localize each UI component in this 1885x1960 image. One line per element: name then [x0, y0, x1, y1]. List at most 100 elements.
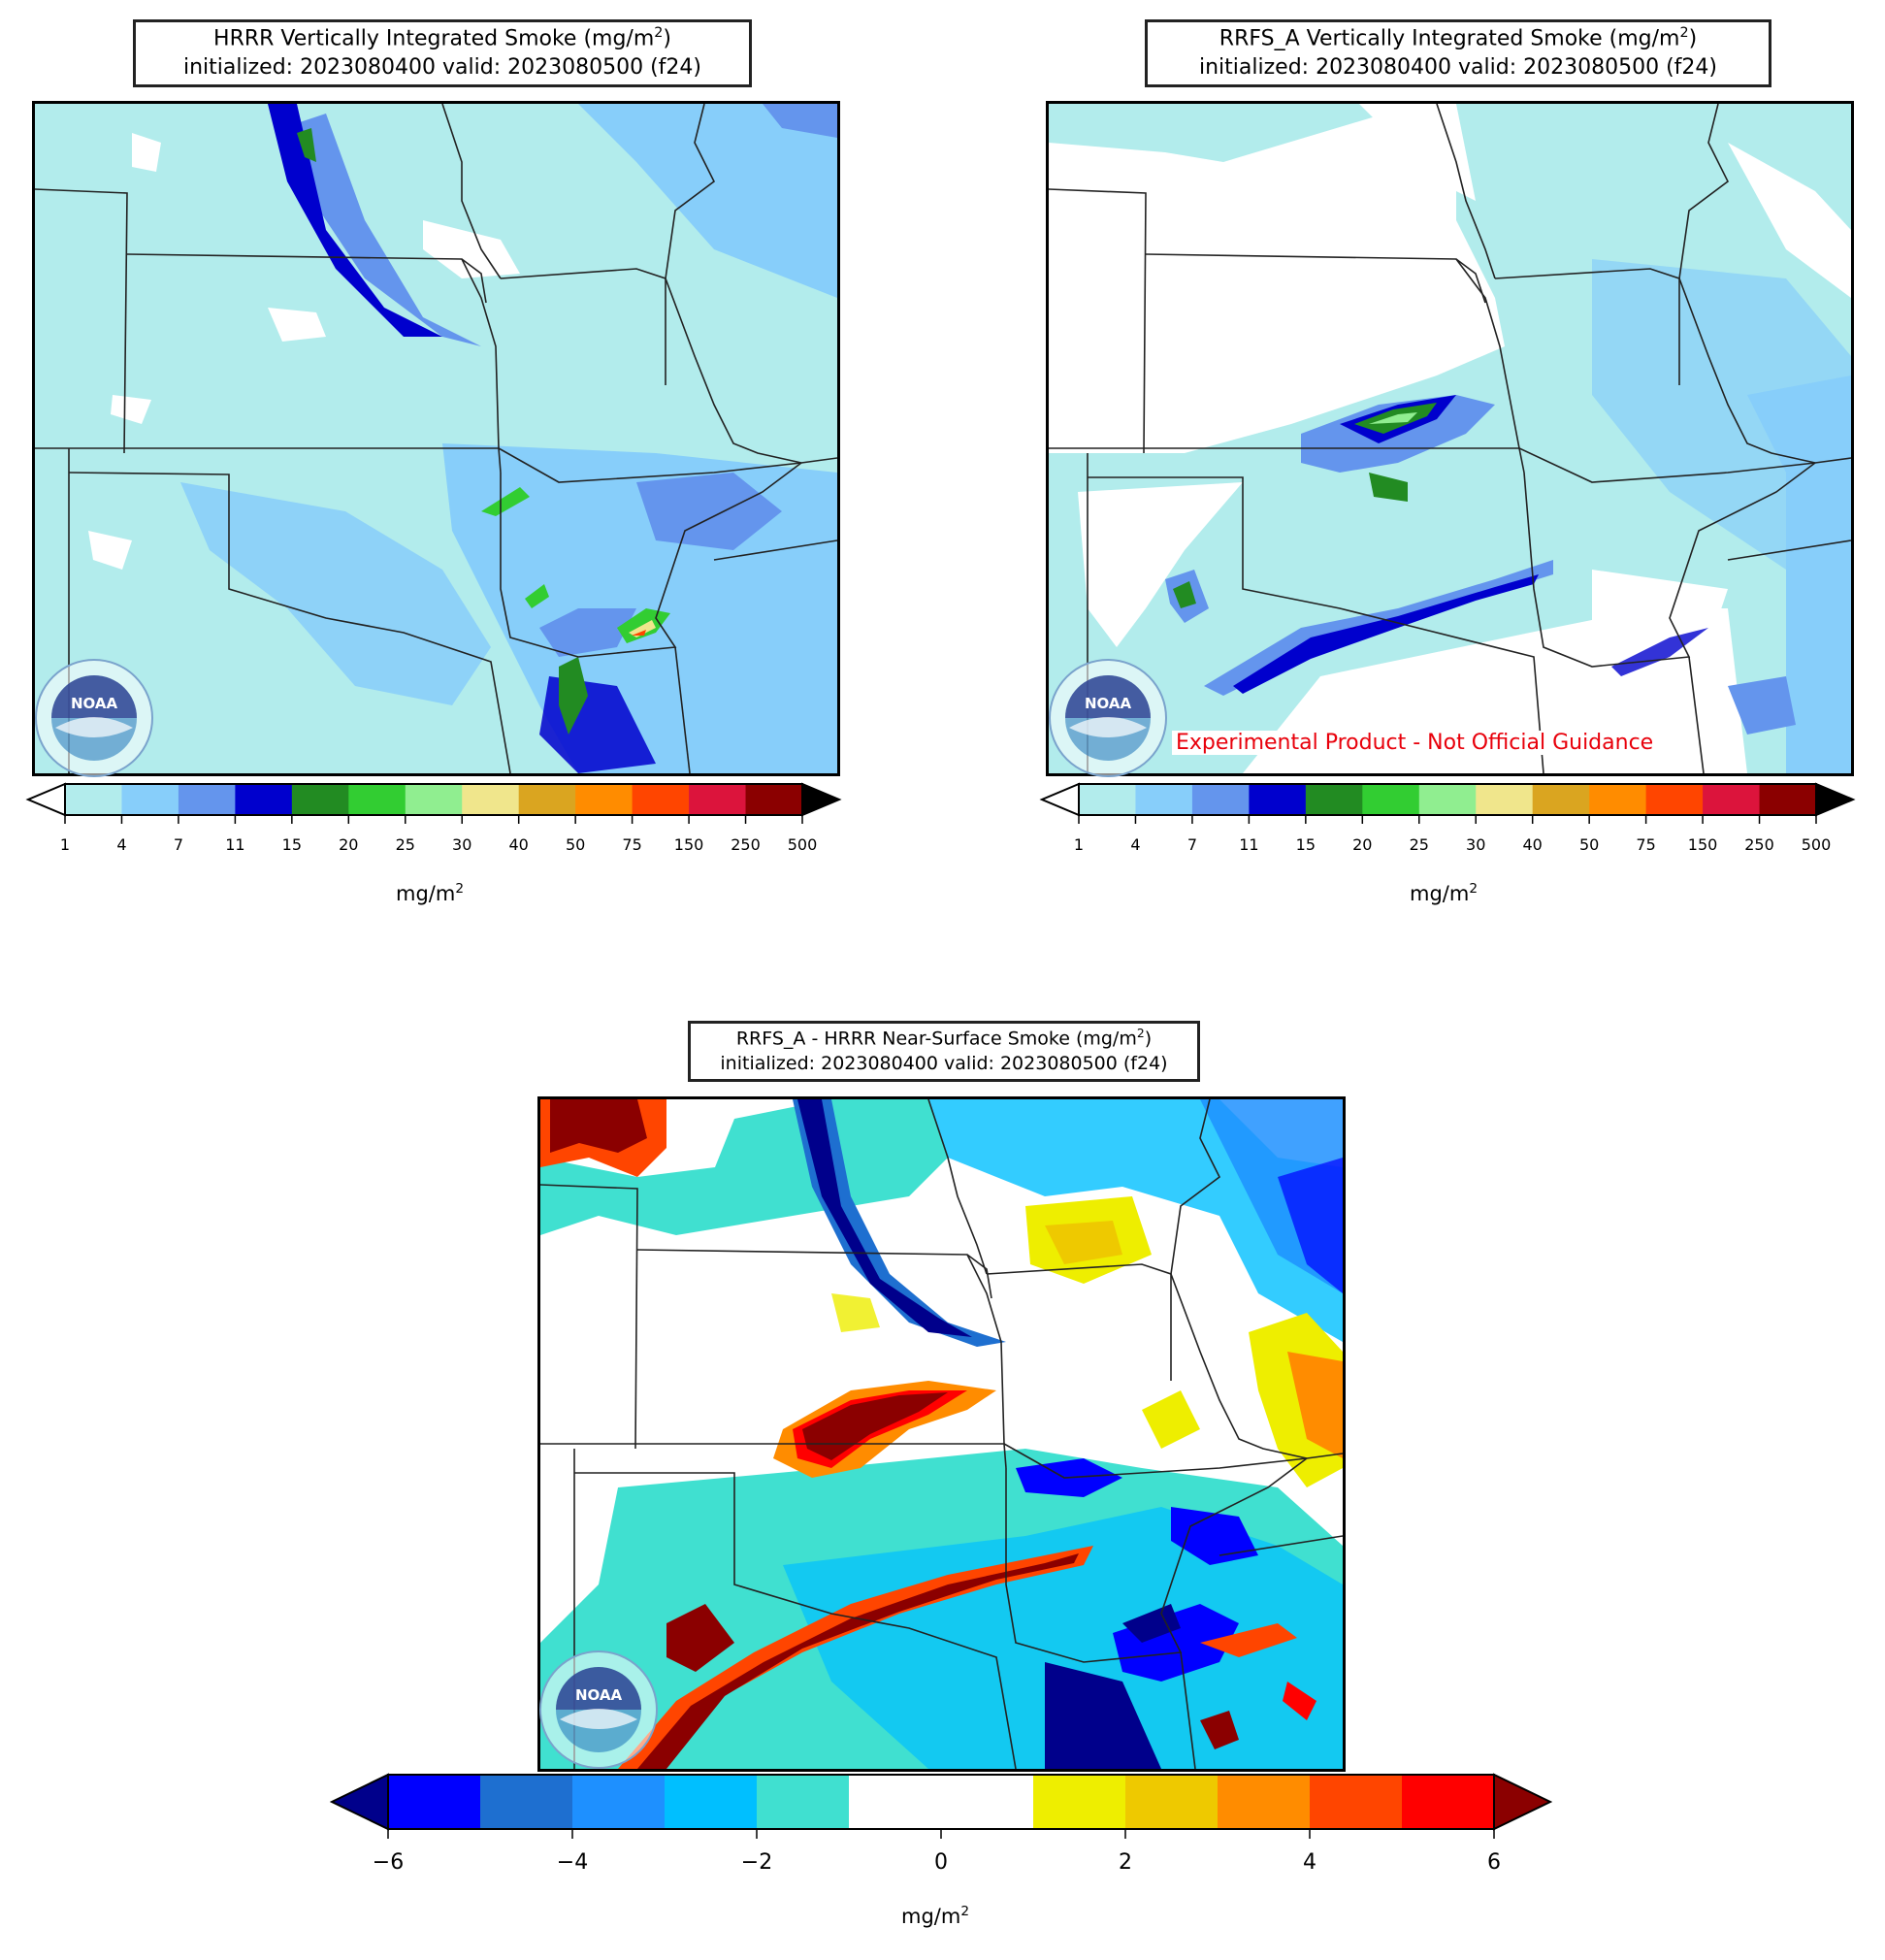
- colorbar-tick-label: 4: [116, 835, 126, 854]
- colorbar-segment: [405, 784, 463, 815]
- noaa-emblem-icon: NOAA: [1049, 659, 1167, 777]
- colorbar-segment: [572, 1775, 666, 1829]
- colorbar-tick-label: 150: [1688, 835, 1718, 854]
- colorbar-segment: [348, 784, 406, 815]
- colorbar-extend-high: [1493, 1773, 1553, 1831]
- colorbar-tick-label: 50: [566, 835, 585, 854]
- diff-title: RRFS_A - HRRR Near-Surface Smoke (mg/m2): [735, 1027, 1153, 1050]
- colorbar-tick-label: 11: [1239, 835, 1258, 854]
- colorbar-segment: [1218, 1775, 1311, 1829]
- colorbar-tick-label: 150: [674, 835, 704, 854]
- colorbar-tick-label: 1: [1074, 835, 1084, 854]
- colorbar-segment: [1418, 784, 1477, 815]
- colorbar-tick-label: 11: [225, 835, 244, 854]
- colorbar-tick-label: 7: [1187, 835, 1197, 854]
- colorbar-tick-label: 20: [1352, 835, 1372, 854]
- colorbar-tick-label: 250: [731, 835, 761, 854]
- colorbar-outline: [64, 783, 803, 816]
- colorbar-tick-label: 50: [1579, 835, 1599, 854]
- hrrr-title: HRRR Vertically Integrated Smoke (mg/m2): [213, 25, 671, 51]
- colorbar-tick-label: −4: [557, 1850, 588, 1875]
- rrfs-colorbar-units: mg/m2: [1410, 881, 1479, 905]
- colorbar-segment: [575, 784, 634, 815]
- colorbar-tick-label: 25: [396, 835, 415, 854]
- colorbar-segment: [849, 1775, 942, 1829]
- colorbar-tick-label: 15: [282, 835, 302, 854]
- diff-noaa-logo: NOAA: [538, 1650, 659, 1770]
- colorbar-tick-label: 40: [1523, 835, 1543, 854]
- colorbar-segment: [757, 1775, 850, 1829]
- colorbar-segment: [518, 784, 576, 815]
- svg-text:NOAA: NOAA: [1085, 695, 1132, 712]
- rrfs-title: RRFS_A Vertically Integrated Smoke (mg/m…: [1219, 25, 1698, 51]
- hrrr-noaa-logo: NOAA: [34, 658, 154, 778]
- rrfs-title-box: RRFS_A Vertically Integrated Smoke (mg/m…: [1145, 19, 1771, 87]
- diff-colorbar-units: mg/m2: [901, 1904, 970, 1928]
- colorbar-segment: [1310, 1775, 1403, 1829]
- colorbar-segment: [121, 784, 179, 815]
- colorbar-segment: [1476, 784, 1534, 815]
- colorbar-segment: [388, 1775, 481, 1829]
- svg-text:NOAA: NOAA: [575, 1686, 623, 1704]
- colorbar-segment: [1305, 784, 1363, 815]
- colorbar-segment: [632, 784, 690, 815]
- colorbar-tick-label: 30: [452, 835, 471, 854]
- colorbar-segment: [1135, 784, 1193, 815]
- colorbar-tick-label: 4: [1130, 835, 1140, 854]
- colorbar-segment: [1033, 1775, 1126, 1829]
- colorbar-segment: [1532, 784, 1590, 815]
- noaa-emblem-icon: NOAA: [35, 659, 153, 777]
- colorbar-segment: [1589, 784, 1647, 815]
- colorbar-tick-label: 1: [60, 835, 70, 854]
- hrrr-map: [32, 101, 840, 776]
- colorbar-segment: [235, 784, 293, 815]
- colorbar-tick-label: 40: [509, 835, 529, 854]
- colorbar-segment: [1759, 784, 1817, 815]
- colorbar-tick-label: 7: [174, 835, 183, 854]
- colorbar-segment: [480, 1775, 573, 1829]
- colorbar-tick-label: 0: [934, 1850, 948, 1875]
- rrfs-subtitle: initialized: 2023080400 valid: 202308050…: [1199, 55, 1717, 81]
- rrfs-noaa-logo: NOAA: [1048, 658, 1168, 778]
- colorbar-tick-label: 6: [1487, 1850, 1501, 1875]
- colorbar-extend-high: [1815, 782, 1856, 817]
- colorbar-segment: [689, 784, 747, 815]
- colorbar-tick-label: 15: [1296, 835, 1316, 854]
- diff-colorbar: −6 −4 −2 0 2 4 6: [329, 1772, 1553, 1878]
- colorbar-extend-high: [801, 782, 842, 817]
- rrfs-colorbar: 1 4 7 11 15 20 25 30 40 50 75 150 250 500: [1038, 781, 1863, 859]
- colorbar-segment: [1362, 784, 1420, 815]
- colorbar-extend-low: [329, 1773, 389, 1831]
- colorbar-segment: [1703, 784, 1761, 815]
- colorbar-tick-label: −6: [373, 1850, 404, 1875]
- colorbar-tick-label: 75: [622, 835, 641, 854]
- colorbar-outline: [1078, 783, 1817, 816]
- colorbar-segment: [178, 784, 236, 815]
- experimental-disclaimer: Experimental Product - Not Official Guid…: [1172, 731, 1658, 755]
- colorbar-tick-label: 75: [1636, 835, 1655, 854]
- noaa-emblem-icon: NOAA: [539, 1650, 658, 1769]
- svg-text:NOAA: NOAA: [71, 695, 118, 712]
- colorbar-tick-label: 25: [1410, 835, 1429, 854]
- diff-subtitle: initialized: 2023080400 valid: 202308050…: [720, 1052, 1168, 1074]
- colorbar-segment: [1079, 784, 1136, 815]
- colorbar-segment: [941, 1775, 1034, 1829]
- diff-map: [537, 1096, 1346, 1772]
- colorbar-segment: [1191, 784, 1250, 815]
- colorbar-tick-label: 4: [1303, 1850, 1316, 1875]
- colorbar-tick-label: 30: [1466, 835, 1485, 854]
- colorbar-segment: [65, 784, 122, 815]
- colorbar-segment: [291, 784, 349, 815]
- colorbar-segment: [745, 784, 803, 815]
- hrrr-colorbar-units: mg/m2: [396, 881, 465, 905]
- colorbar-extend-low: [1039, 782, 1080, 817]
- hrrr-colorbar: 1 4 7 11 15 20 25 30 40 50 75 150 250 500: [24, 781, 849, 859]
- colorbar-tick-label: 2: [1119, 1850, 1132, 1875]
- diff-title-box: RRFS_A - HRRR Near-Surface Smoke (mg/m2)…: [688, 1021, 1200, 1082]
- colorbar-tick-label: 20: [339, 835, 358, 854]
- hrrr-title-box: HRRR Vertically Integrated Smoke (mg/m2)…: [133, 19, 752, 87]
- colorbar-segment: [1249, 784, 1307, 815]
- colorbar-segment: [462, 784, 520, 815]
- colorbar-segment: [1645, 784, 1704, 815]
- colorbar-tick-label: 500: [1802, 835, 1832, 854]
